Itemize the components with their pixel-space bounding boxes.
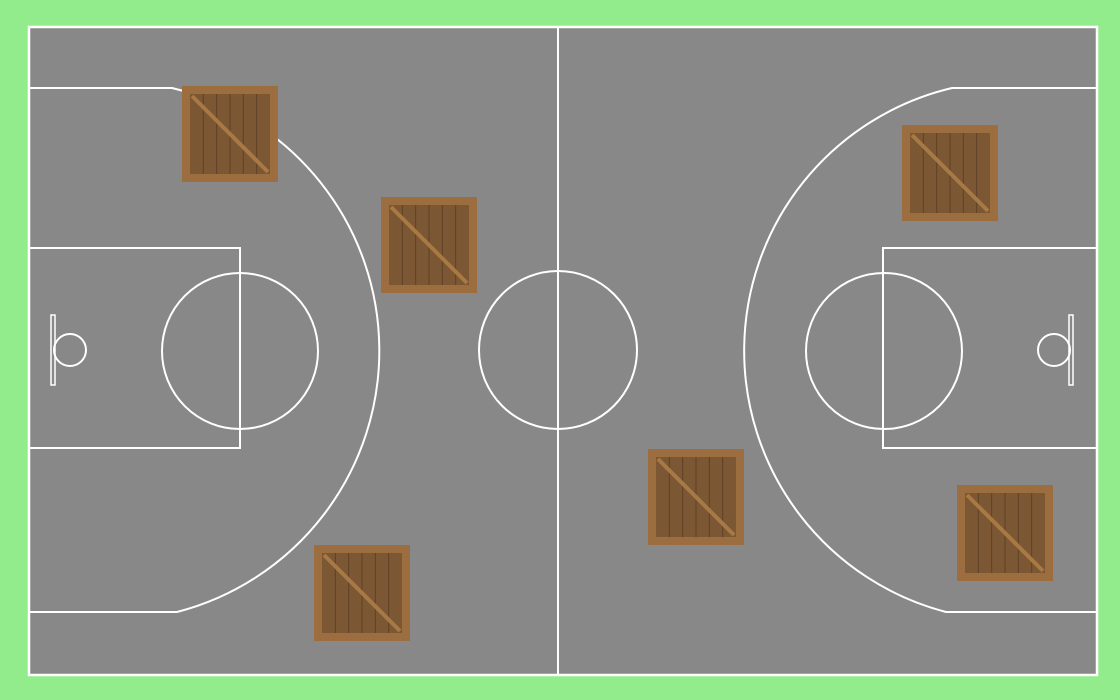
wooden-crate-icon[interactable] [902, 125, 998, 221]
crates-layer [182, 86, 1053, 641]
wooden-crate-icon[interactable] [314, 545, 410, 641]
wooden-crate-icon[interactable] [182, 86, 278, 182]
wooden-crate-icon[interactable] [957, 485, 1053, 581]
center-circle [478, 270, 638, 430]
wooden-crate-icon[interactable] [648, 449, 744, 545]
wooden-crate-icon[interactable] [381, 197, 477, 293]
basketball-hoop-icon [1037, 314, 1074, 386]
right-key [882, 247, 1097, 449]
left-free-throw-circle [161, 272, 319, 430]
basketball-hoop-icon [50, 314, 87, 386]
right-three-point-line [743, 87, 1097, 613]
left-key [29, 247, 241, 449]
right-free-throw-circle [805, 272, 963, 430]
